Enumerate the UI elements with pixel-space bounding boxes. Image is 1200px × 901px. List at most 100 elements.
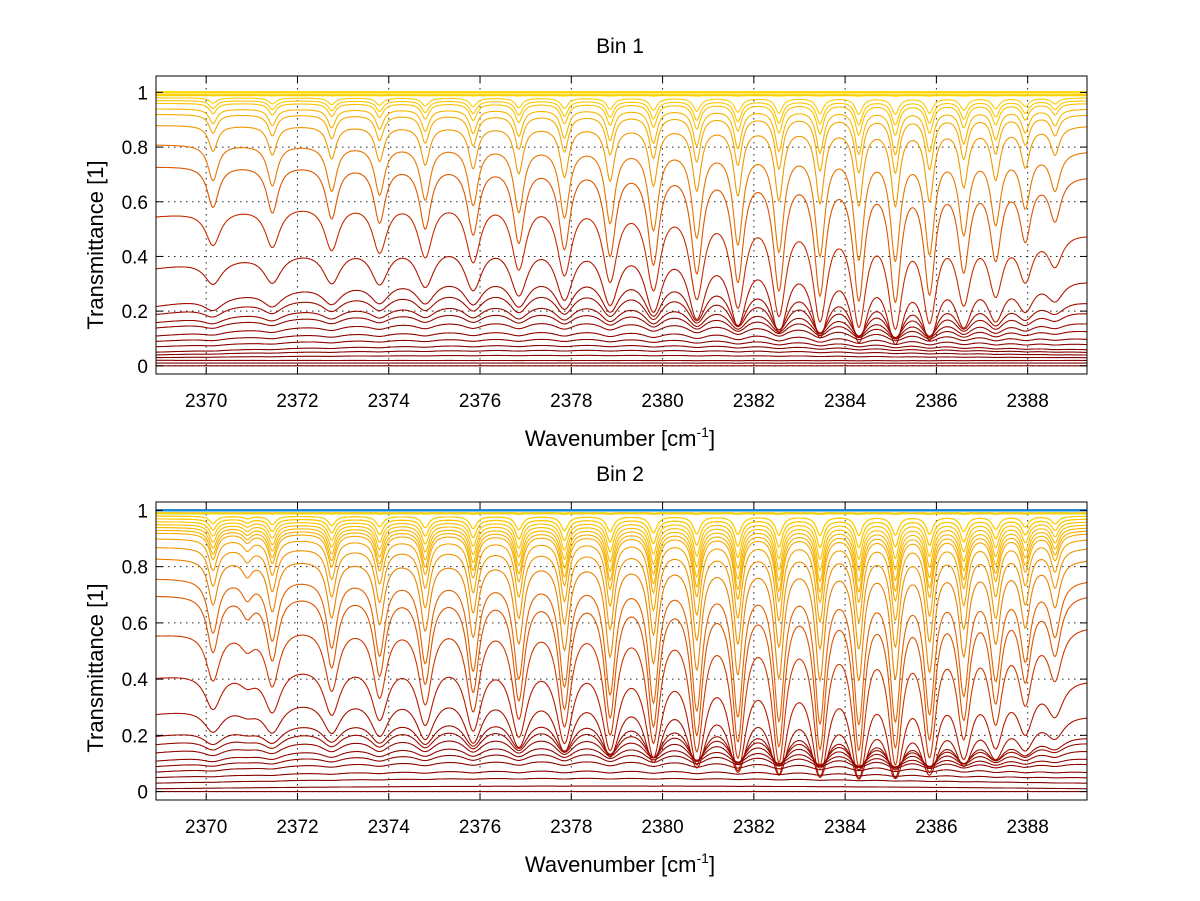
- series-group: [155, 509, 1088, 793]
- series-line: [156, 359, 1087, 362]
- x-tick-label: 2376: [459, 817, 501, 838]
- x-tick-label: 2378: [550, 391, 592, 412]
- series-line: [155, 113, 1087, 175]
- chart-title: Bin 1: [596, 35, 644, 58]
- y-tick-label: 0.6: [122, 193, 148, 214]
- y-tick-label: 0.2: [122, 302, 148, 323]
- series-line: [155, 296, 1088, 339]
- series-line: [155, 748, 1087, 768]
- series-line: [156, 538, 1088, 624]
- series-line: [155, 578, 1088, 726]
- series-line: [156, 770, 1087, 779]
- y-tick-label: 0.2: [122, 726, 148, 747]
- series-line: [156, 102, 1087, 136]
- series-line: [156, 532, 1088, 604]
- y-tick-label: 0.4: [122, 670, 149, 691]
- y-tick-label: 0.8: [122, 138, 148, 159]
- series-line: [155, 323, 1088, 342]
- series-line: [156, 558, 1088, 683]
- series-line: [155, 761, 1088, 774]
- series-line: [156, 515, 1087, 537]
- x-tick-labels: 2370 2372 2374 2376 2378 2380 2382 2384 2386 2388: [185, 817, 1049, 838]
- series-line: [155, 754, 1087, 770]
- y-axis-label: Transmittance [1]: [83, 160, 108, 329]
- x-tick-label: 2376: [459, 391, 501, 412]
- series-line: [156, 344, 1087, 353]
- series-line: [155, 706, 1088, 780]
- x-tick-label: 2382: [733, 817, 775, 838]
- series-line: [156, 108, 1088, 156]
- series-line: [155, 629, 1088, 768]
- x-tick-label: 2372: [276, 391, 318, 412]
- series-line: [155, 144, 1088, 263]
- series-line: [156, 97, 1087, 116]
- series-group: [155, 91, 1088, 367]
- series-line: [156, 547, 1088, 651]
- x-tick-label: 2370: [185, 391, 227, 412]
- x-tick-label: 2386: [915, 817, 957, 838]
- series-line: [155, 125, 1088, 208]
- y-tick-labels: 0 0.2 0.4 0.6 0.8 1: [122, 501, 149, 803]
- x-tick-label: 2370: [185, 817, 227, 838]
- x-tick-label: 2374: [368, 817, 411, 838]
- x-tick-label: 2372: [276, 817, 318, 838]
- y-tick-labels: 0 0.2 0.4 0.6 0.8 1: [122, 83, 149, 377]
- series-line: [155, 332, 1088, 346]
- series-line: [155, 777, 1088, 784]
- x-tick-label: 2384: [824, 817, 867, 838]
- series-line: [156, 166, 1088, 304]
- series-line: [156, 512, 1087, 515]
- series-line: [156, 527, 1088, 583]
- y-tick-label: 0.6: [122, 614, 148, 635]
- series-line: [155, 210, 1087, 331]
- x-axis-label: Wavenumber [cm-1]: [525, 850, 715, 877]
- series-line: [155, 256, 1087, 346]
- tick-marks: [156, 502, 1087, 800]
- y-tick-label: 0.8: [122, 558, 148, 579]
- series-line: [155, 595, 1088, 752]
- x-tick-label: 2388: [1007, 817, 1049, 838]
- chart-title: Bin 2: [596, 463, 644, 486]
- x-tick-label: 2382: [733, 391, 775, 412]
- series-line: [156, 518, 1087, 549]
- x-tick-label: 2388: [1007, 391, 1049, 412]
- y-tick-label: 1: [137, 83, 148, 104]
- x-axis-label-close: ]: [709, 426, 715, 451]
- tick-marks: [156, 76, 1087, 374]
- x-axis-label-base: Wavenumber [cm: [525, 852, 697, 877]
- x-tick-label: 2378: [550, 817, 592, 838]
- series-line: [156, 529, 1088, 594]
- y-tick-label: 1: [137, 501, 148, 522]
- series-line: [155, 307, 1087, 339]
- series-line: [156, 94, 1087, 97]
- x-tick-label: 2380: [641, 391, 683, 412]
- y-tick-label: 0: [137, 357, 148, 378]
- series-line: [155, 314, 1087, 340]
- series-line: [155, 740, 1087, 768]
- x-tick-label: 2386: [915, 391, 957, 412]
- series-line: [155, 338, 1088, 351]
- plot-frame: [155, 501, 1088, 801]
- y-tick-label: 0.4: [122, 247, 149, 268]
- y-axis-label: Transmittance [1]: [83, 583, 108, 752]
- chart-panel-bin-2: Bin 2 2370 2372 2374 2376 2378 2380 2382 2384 23…: [83, 463, 1088, 877]
- x-tick-labels: 2370 2372 2374 2376 2378 2380 2382 2384 2386 2388: [185, 391, 1049, 412]
- x-axis-label-superscript: -1: [697, 850, 710, 866]
- series-line: [156, 349, 1087, 356]
- x-axis-label-close: ]: [709, 852, 715, 877]
- x-tick-label: 2384: [824, 391, 867, 412]
- series-line: [156, 524, 1088, 572]
- x-tick-label: 2374: [368, 391, 411, 412]
- chart-panel-bin-1: Bin 1 2370 2372 2374 2376 2378 2380 2382 2384 23…: [83, 35, 1088, 451]
- x-axis-label-superscript: -1: [697, 424, 710, 440]
- x-tick-label: 2380: [641, 817, 683, 838]
- x-axis-label: Wavenumber [cm-1]: [525, 424, 715, 451]
- series-line: [155, 785, 1087, 790]
- series-line: [156, 100, 1088, 126]
- x-axis-label-base: Wavenumber [cm: [525, 426, 697, 451]
- series-line: [156, 354, 1087, 359]
- series-line: [156, 521, 1087, 561]
- y-tick-label: 0: [137, 783, 148, 804]
